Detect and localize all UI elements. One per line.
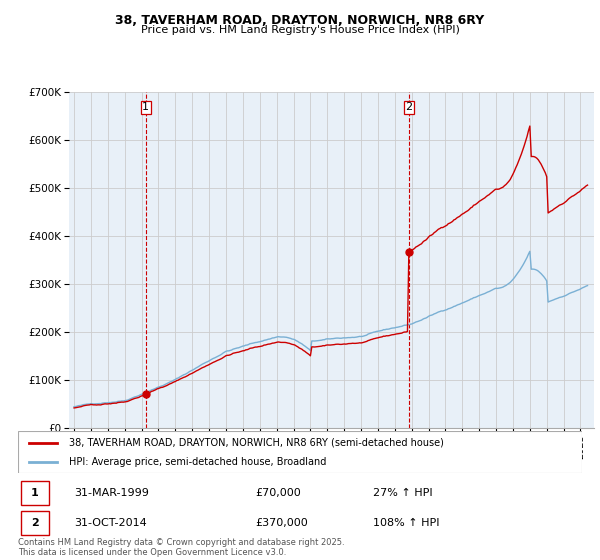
Text: HPI: Average price, semi-detached house, Broadland: HPI: Average price, semi-detached house,… bbox=[69, 457, 326, 467]
Text: Price paid vs. HM Land Registry's House Price Index (HPI): Price paid vs. HM Land Registry's House … bbox=[140, 25, 460, 35]
Text: 108% ↑ HPI: 108% ↑ HPI bbox=[373, 518, 440, 528]
Text: 31-OCT-2014: 31-OCT-2014 bbox=[74, 518, 147, 528]
Text: 38, TAVERHAM ROAD, DRAYTON, NORWICH, NR8 6RY: 38, TAVERHAM ROAD, DRAYTON, NORWICH, NR8… bbox=[115, 14, 485, 27]
FancyBboxPatch shape bbox=[21, 480, 49, 505]
Text: £370,000: £370,000 bbox=[255, 518, 308, 528]
Text: 2: 2 bbox=[406, 102, 412, 113]
Text: 38, TAVERHAM ROAD, DRAYTON, NORWICH, NR8 6RY (semi-detached house): 38, TAVERHAM ROAD, DRAYTON, NORWICH, NR8… bbox=[69, 437, 443, 447]
Text: 31-MAR-1999: 31-MAR-1999 bbox=[74, 488, 149, 498]
Text: Contains HM Land Registry data © Crown copyright and database right 2025.
This d: Contains HM Land Registry data © Crown c… bbox=[18, 538, 344, 557]
Text: 27% ↑ HPI: 27% ↑ HPI bbox=[373, 488, 433, 498]
Text: £70,000: £70,000 bbox=[255, 488, 301, 498]
FancyBboxPatch shape bbox=[21, 511, 49, 535]
FancyBboxPatch shape bbox=[18, 431, 582, 473]
Text: 1: 1 bbox=[31, 488, 39, 498]
Text: 1: 1 bbox=[142, 102, 149, 113]
Text: 2: 2 bbox=[31, 518, 39, 528]
